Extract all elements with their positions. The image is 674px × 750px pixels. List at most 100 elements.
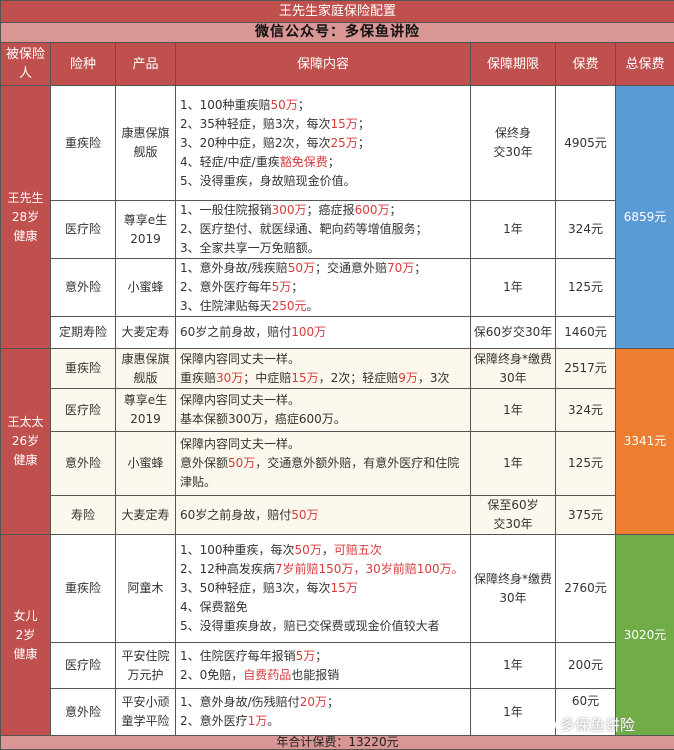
coverage-text: ； <box>298 98 310 112</box>
highlight-text: 250元 <box>272 299 307 313</box>
coverage-text: 2、意外医疗 <box>180 714 248 728</box>
coverage-text: ； <box>291 280 303 294</box>
coverage-content: 保障内容同丈夫一样。重疾赔30万；中症赔15万，2次；轻症赔9万，3次 <box>176 349 471 389</box>
coverage-line: 重疾赔30万；中症赔15万，2次；轻症赔9万，3次 <box>180 369 466 388</box>
coverage-term: 1年 <box>471 432 556 496</box>
coverage-text: 。 <box>267 714 279 728</box>
column-header: 险种 <box>51 43 116 86</box>
highlight-text: 1万 <box>248 714 268 728</box>
coverage-text: 3、住院津贴每天 <box>180 299 272 313</box>
wechat-logo-icon <box>540 717 556 733</box>
coverage-text: ；癌症报 <box>307 203 355 217</box>
coverage-text: 60岁之前身故，赔付 <box>180 325 291 339</box>
coverage-text: 1、100种重疾赔 <box>180 98 271 112</box>
coverage-text: 保障内容同丈夫一样。 <box>180 437 300 451</box>
coverage-line: 5、没得重疾身故，赔已交保费或现金价值较大者 <box>180 617 466 636</box>
product-name: 尊享e生2019 <box>116 201 176 259</box>
product-name: 平安住院万元护 <box>116 643 176 689</box>
coverage-text: 保障内容同丈夫一样。 <box>180 352 300 366</box>
coverage-term: 保终身 交30年 <box>471 86 556 201</box>
insurance-type: 重疾险 <box>51 349 116 389</box>
coverage-text: 也能报销 <box>291 668 339 682</box>
coverage-text: ； <box>328 155 340 169</box>
highlight-text: 300万 <box>272 203 307 217</box>
coverage-content: 1、100种重疾赔50万；2、35种轻症，赔3次，每次15万；3、20种中症，赔… <box>176 86 471 201</box>
coverage-content: 1、住院医疗每年报销5万；2、0免赔，自费药品也能报销 <box>176 643 471 689</box>
coverage-term: 1年 <box>471 643 556 689</box>
coverage-text: 1、意外身故/残疾赔 <box>180 261 288 275</box>
coverage-text: 1、意外身故/伤残赔付 <box>180 695 300 709</box>
coverage-text: 4、轻症/中症/重疾 <box>180 155 280 169</box>
table-row: 意外险小蜜蜂保障内容同丈夫一样。意外保额50万，交通意外额外赔，有意外医疗和住院… <box>1 432 674 496</box>
highlight-text: 9万 <box>398 371 418 385</box>
coverage-text: 1、一般住院报销 <box>180 203 272 217</box>
product-name: 大麦定寿 <box>116 317 176 349</box>
coverage-line: 1、意外身故/残疾赔50万；交通意外赔70万； <box>180 259 466 278</box>
column-header: 产品 <box>116 43 176 86</box>
coverage-term: 保至60岁 交30年 <box>471 496 556 535</box>
coverage-text: 5、没得重疾，身故赔现金价值。 <box>180 174 356 188</box>
highlight-text: 100万 <box>291 325 326 339</box>
product-name: 尊享e生2019 <box>116 389 176 432</box>
coverage-text: 基本保额300万，癌症600万。 <box>180 412 346 426</box>
coverage-text: 1、100种重疾，每次 <box>180 543 295 557</box>
coverage-line: 4、保费豁免 <box>180 598 466 617</box>
coverage-line: 2、35种轻症，赔3次，每次15万； <box>180 115 466 134</box>
column-header: 总保费 <box>616 43 674 86</box>
watermark-text: 多保鱼讲险 <box>560 716 635 735</box>
coverage-text: 2、意外医疗每年 <box>180 280 272 294</box>
coverage-text: 2、医疗垫付、就医绿通、靶向药等增值服务； <box>180 222 428 236</box>
highlight-text: 5万 <box>296 649 316 663</box>
coverage-text: 3、20种中症，赔2次，每次 <box>180 136 331 150</box>
coverage-text: 4、保费豁免 <box>180 600 248 614</box>
column-header: 保障期限 <box>471 43 556 86</box>
coverage-line: 3、全家共享一万免赔额。 <box>180 239 466 258</box>
coverage-term: 1年 <box>471 201 556 259</box>
highlight-text: 50万 <box>288 261 315 275</box>
coverage-text: ； <box>315 649 327 663</box>
coverage-line: 3、20种中症，赔2次，每次25万； <box>180 134 466 153</box>
coverage-text: 3、全家共享一万免赔额。 <box>180 241 320 255</box>
insured-person: 女儿 2岁 健康 <box>1 535 51 736</box>
coverage-text: ； <box>389 203 401 217</box>
highlight-text: 30万 <box>216 371 243 385</box>
watermark: 多保鱼讲险 <box>540 716 635 735</box>
coverage-line: 保障内容同丈夫一样。 <box>180 391 466 410</box>
product-name: 小蜜蜂 <box>116 259 176 317</box>
coverage-content: 1、一般住院报销300万；癌症报600万；2、医疗垫付、就医绿通、靶向药等增值服… <box>176 201 471 259</box>
highlight-text: 50万 <box>291 508 318 522</box>
column-header: 保费 <box>556 43 616 86</box>
highlight-text: 5万 <box>272 280 292 294</box>
premium: 324元 <box>556 201 616 259</box>
coverage-text: 60岁之前身故，赔付 <box>180 508 291 522</box>
coverage-line: 2、医疗垫付、就医绿通、靶向药等增值服务； <box>180 220 466 239</box>
highlight-text: 15万 <box>331 117 358 131</box>
coverage-line: 1、一般住院报销300万；癌症报600万； <box>180 201 466 220</box>
coverage-text: ， <box>322 543 334 557</box>
premium: 1460元 <box>556 317 616 349</box>
insurance-type: 医疗险 <box>51 389 116 432</box>
coverage-line: 2、意外医疗每年5万； <box>180 278 466 297</box>
coverage-text: 2、12种高发疾病 <box>180 562 275 576</box>
coverage-content: 60岁之前身故，赔付100万 <box>176 317 471 349</box>
coverage-text: 3、50种轻症，赔3次，每次 <box>180 581 331 595</box>
premium: 375元 <box>556 496 616 535</box>
coverage-line: 3、住院津贴每天250元。 <box>180 297 466 316</box>
coverage-text: 。 <box>307 299 319 313</box>
coverage-text: 2、0免赔， <box>180 668 243 682</box>
coverage-text: 5、没得重疾身故，赔已交保费或现金价值较大者 <box>180 619 440 633</box>
group-total-premium: 3341元 <box>616 349 674 535</box>
column-header: 保障内容 <box>176 43 471 86</box>
premium: 125元 <box>556 432 616 496</box>
coverage-line: 2、意外医疗1万。 <box>180 712 466 731</box>
insurance-type: 重疾险 <box>51 86 116 201</box>
highlight-text: 15万 <box>331 581 358 595</box>
highlight-text: 50万 <box>228 456 255 470</box>
premium: 2760元 <box>556 535 616 643</box>
